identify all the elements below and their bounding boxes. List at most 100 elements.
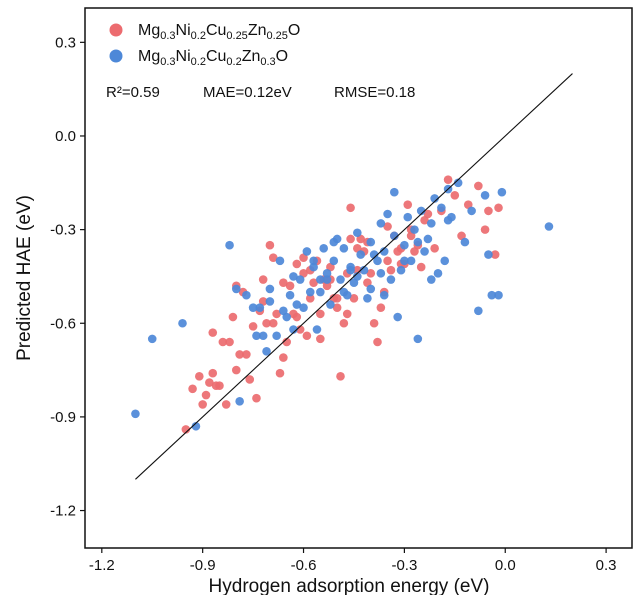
data-point bbox=[265, 284, 275, 294]
data-point bbox=[316, 275, 325, 284]
data-point bbox=[332, 293, 342, 303]
data-point bbox=[453, 178, 463, 188]
data-point bbox=[494, 290, 503, 300]
data-point bbox=[396, 265, 406, 275]
data-point bbox=[359, 265, 369, 275]
axis-ticks: -1.2 -0.9 -0.6 -0.3 0.0 0.3 -1.2 -0.9 -0.6 -0.3 0.… bbox=[50, 34, 616, 574]
data-point bbox=[242, 290, 251, 300]
data-point bbox=[285, 290, 295, 300]
series-1 bbox=[181, 175, 503, 434]
data-point bbox=[235, 350, 244, 359]
data-point bbox=[147, 334, 157, 344]
data-point bbox=[383, 222, 392, 231]
data-point bbox=[484, 250, 493, 259]
data-point bbox=[221, 400, 231, 409]
y-axis-title: Predicted HAE (eV) bbox=[14, 195, 35, 361]
data-point bbox=[231, 365, 241, 375]
data-point bbox=[386, 275, 396, 284]
data-point bbox=[295, 275, 305, 284]
data-point bbox=[353, 272, 362, 281]
mae-label: MAE=0.12eV bbox=[203, 84, 292, 101]
data-point bbox=[235, 396, 244, 406]
x-tick-label: 0.0 bbox=[495, 557, 516, 574]
data-point bbox=[336, 372, 345, 381]
data-point bbox=[282, 312, 292, 322]
data-point bbox=[376, 269, 386, 278]
data-point bbox=[309, 262, 318, 272]
data-point bbox=[420, 247, 429, 256]
data-point bbox=[265, 240, 275, 250]
stats-annotation: R²=0.59 MAE=0.12eV RMSE=0.18 bbox=[106, 84, 415, 101]
data-point bbox=[242, 350, 251, 359]
x-tick-label: -0.6 bbox=[291, 557, 317, 574]
data-point bbox=[319, 244, 328, 253]
data-point bbox=[450, 190, 460, 200]
data-point bbox=[400, 240, 409, 250]
data-point bbox=[474, 181, 483, 191]
data-point bbox=[262, 318, 271, 328]
x-tick-label: 0.3 bbox=[596, 557, 617, 574]
data-point bbox=[376, 303, 386, 312]
data-point bbox=[231, 284, 241, 294]
data-point bbox=[228, 312, 238, 322]
data-point bbox=[480, 190, 490, 200]
data-point bbox=[393, 312, 402, 322]
data-point bbox=[373, 337, 382, 347]
data-point bbox=[443, 175, 453, 184]
data-point bbox=[426, 275, 436, 284]
data-point bbox=[248, 322, 258, 331]
series-2 bbox=[131, 178, 554, 431]
data-point bbox=[208, 328, 218, 337]
data-point bbox=[191, 421, 201, 431]
data-point bbox=[366, 237, 376, 247]
data-point bbox=[248, 303, 258, 312]
data-point bbox=[379, 247, 389, 256]
data-point bbox=[339, 244, 349, 253]
data-point bbox=[376, 219, 386, 228]
data-point bbox=[363, 293, 372, 303]
data-point bbox=[379, 290, 389, 300]
data-point bbox=[490, 250, 500, 259]
data-point bbox=[309, 256, 318, 266]
y-tick-label: -0.3 bbox=[50, 222, 76, 239]
data-point bbox=[178, 318, 187, 328]
data-point bbox=[198, 400, 207, 409]
data-point bbox=[181, 425, 191, 434]
data-point bbox=[480, 225, 490, 234]
plot-border bbox=[84, 7, 633, 549]
data-point bbox=[460, 237, 470, 247]
reference-line bbox=[135, 73, 573, 480]
data-point bbox=[275, 368, 285, 378]
data-point bbox=[312, 325, 322, 334]
parity-line bbox=[135, 73, 573, 480]
legend-label: Mg0.3Ni0.2Cu0.2Zn0.3O bbox=[138, 48, 288, 68]
data-point bbox=[349, 293, 359, 303]
data-point bbox=[258, 275, 268, 284]
data-point bbox=[390, 231, 399, 241]
y-tick-label: -1.2 bbox=[50, 503, 76, 520]
data-point bbox=[305, 287, 315, 297]
data-point bbox=[316, 309, 325, 319]
legend-marker bbox=[109, 49, 123, 63]
data-point bbox=[494, 203, 503, 213]
data-point bbox=[289, 272, 298, 281]
data-point bbox=[131, 409, 140, 419]
y-tick-label: 0.0 bbox=[55, 128, 76, 145]
data-point bbox=[467, 206, 476, 216]
data-point bbox=[309, 278, 318, 287]
data-point bbox=[316, 334, 325, 344]
data-point bbox=[366, 269, 376, 278]
data-point bbox=[430, 194, 439, 203]
data-point bbox=[474, 306, 483, 316]
data-point bbox=[279, 278, 288, 287]
data-point bbox=[201, 390, 211, 400]
data-point bbox=[292, 259, 302, 269]
data-point bbox=[292, 312, 302, 322]
data-point bbox=[245, 375, 255, 384]
data-point bbox=[332, 303, 342, 312]
data-point bbox=[400, 256, 409, 266]
data-point bbox=[413, 237, 423, 247]
data-point bbox=[322, 275, 332, 284]
y-tick-label: -0.9 bbox=[50, 409, 76, 426]
x-tick-label: -1.2 bbox=[89, 557, 115, 574]
